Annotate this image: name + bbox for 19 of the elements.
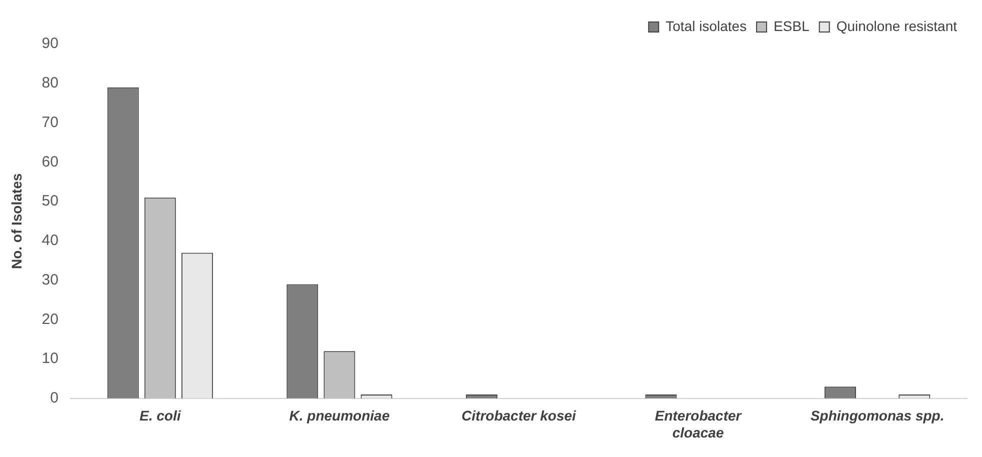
x-tick-label: Enterobacter cloacae: [654, 408, 743, 440]
y-tick-label: 10: [42, 350, 58, 368]
y-axis-title: No. of Isolates: [8, 173, 24, 270]
y-tick-label: 70: [42, 114, 58, 131]
y-tick-label: 20: [42, 310, 58, 328]
legend-label: ESBL: [774, 18, 810, 34]
y-tick-label: 90: [42, 35, 58, 52]
y-tick-label: 50: [42, 192, 58, 210]
legend-label: Quinolone resistant: [836, 18, 958, 34]
y-tick-label: 40: [42, 232, 58, 250]
y-tick-label: 80: [42, 74, 58, 92]
y-tick-label: 60: [42, 153, 58, 170]
x-tick-label: Citrobacter kosei: [462, 408, 578, 424]
x-tick-label: Sphingomonas spp.: [810, 408, 944, 424]
x-tick-label: E. coli: [140, 408, 182, 424]
legend-label: Total isolates: [666, 18, 747, 34]
y-tick-label: 30: [42, 271, 58, 288]
x-tick-label: K. pneumoniae: [289, 408, 390, 424]
y-tick-label: 0: [50, 390, 58, 407]
